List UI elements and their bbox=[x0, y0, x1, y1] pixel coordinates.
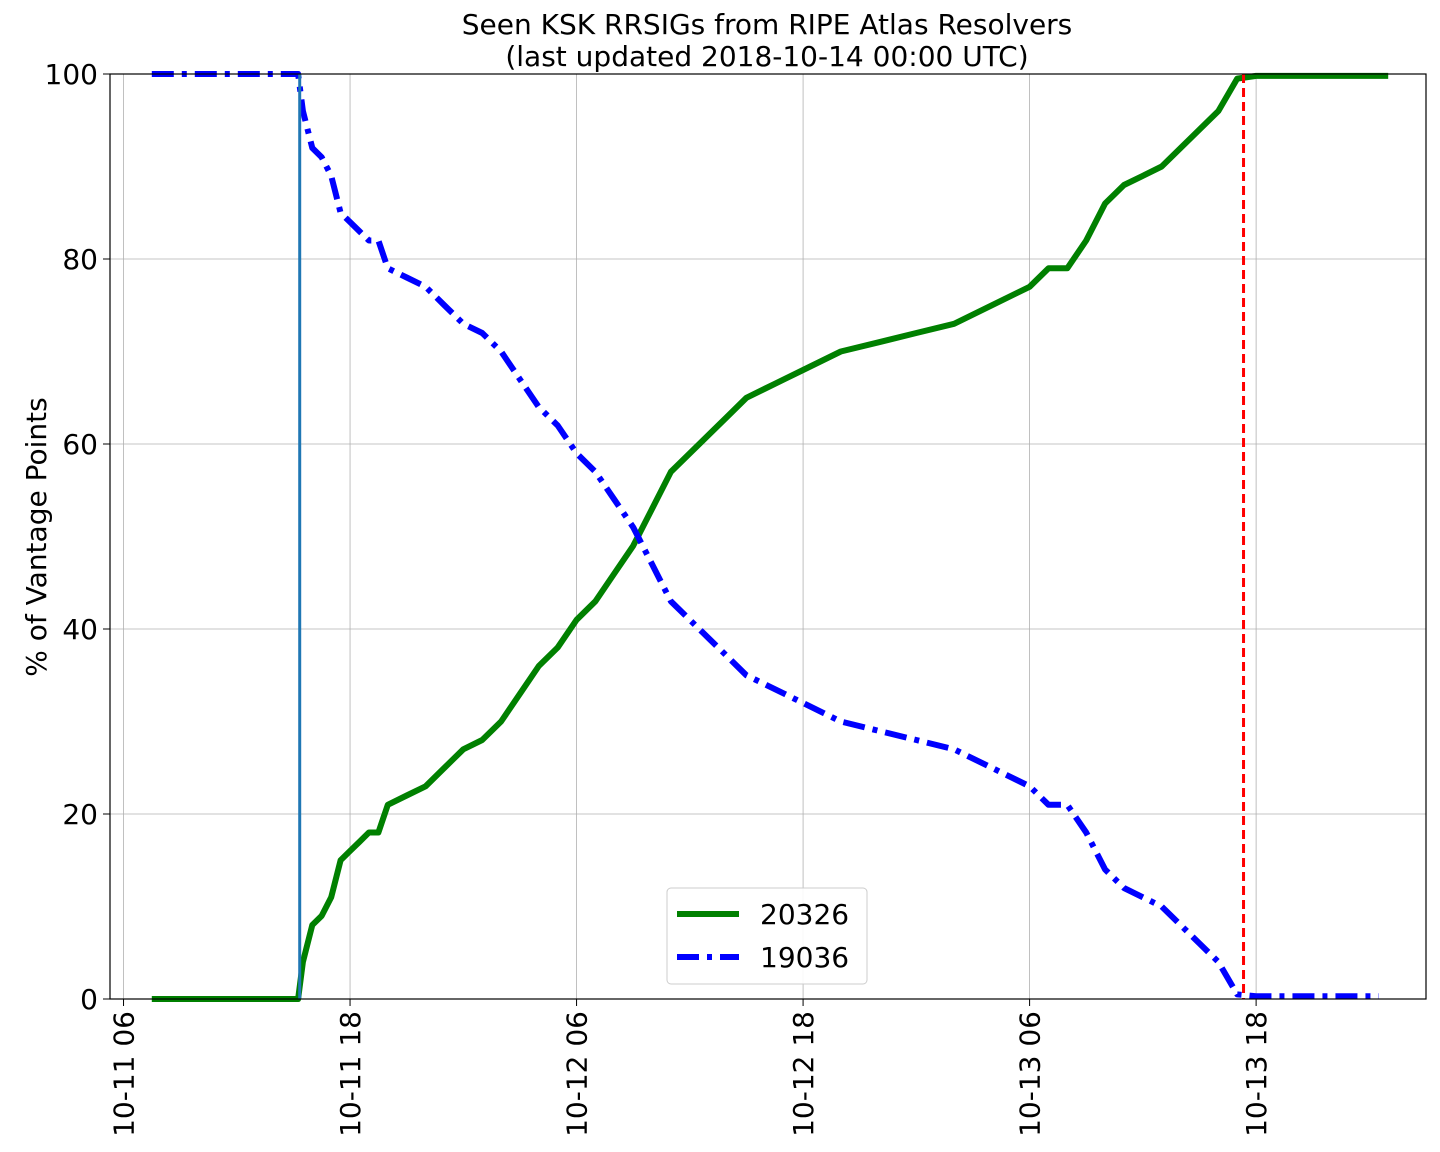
x-tick-label: 10-11 06 bbox=[108, 1011, 141, 1137]
x-tick-label: 10-13 18 bbox=[1240, 1011, 1273, 1137]
legend-label: 20326 bbox=[760, 898, 849, 931]
plot-frame bbox=[109, 73, 1427, 1000]
series-line-20326 bbox=[151, 72, 1389, 1002]
x-tick-label: 10-12 18 bbox=[787, 1011, 820, 1137]
y-tick-label: 40 bbox=[62, 613, 98, 646]
vertical-markers bbox=[298, 74, 1246, 999]
x-tick-label: 10-12 06 bbox=[561, 1011, 594, 1137]
y-axis-label: % of Vantage Points bbox=[20, 397, 53, 676]
x-tick-label: 10-13 06 bbox=[1014, 1011, 1047, 1137]
grid-lines bbox=[110, 73, 1426, 1000]
y-tick-label: 0 bbox=[80, 983, 98, 1016]
y-tick-label: 80 bbox=[62, 243, 98, 276]
series-group bbox=[151, 71, 1389, 1002]
chart-title: Seen KSK RRSIGs from RIPE Atlas Resolver… bbox=[462, 8, 1073, 41]
legend-label: 19036 bbox=[760, 941, 849, 974]
y-tick-label: 20 bbox=[62, 798, 98, 831]
series-line-19036 bbox=[151, 71, 1379, 1000]
x-axis-ticks: 10-11 06 10-11 18 10-12 06 10-12 18 10-13 06… bbox=[108, 999, 1273, 1137]
y-tick-label: 100 bbox=[45, 58, 98, 91]
y-axis-ticks: 0 20 40 60 80 100 bbox=[45, 58, 110, 1016]
legend: 20326 19036 bbox=[666, 887, 868, 985]
x-tick-label: 10-11 18 bbox=[334, 1011, 367, 1137]
y-tick-label: 60 bbox=[62, 428, 98, 461]
chart-subtitle: (last updated 2018-10-14 00:00 UTC) bbox=[505, 40, 1028, 73]
